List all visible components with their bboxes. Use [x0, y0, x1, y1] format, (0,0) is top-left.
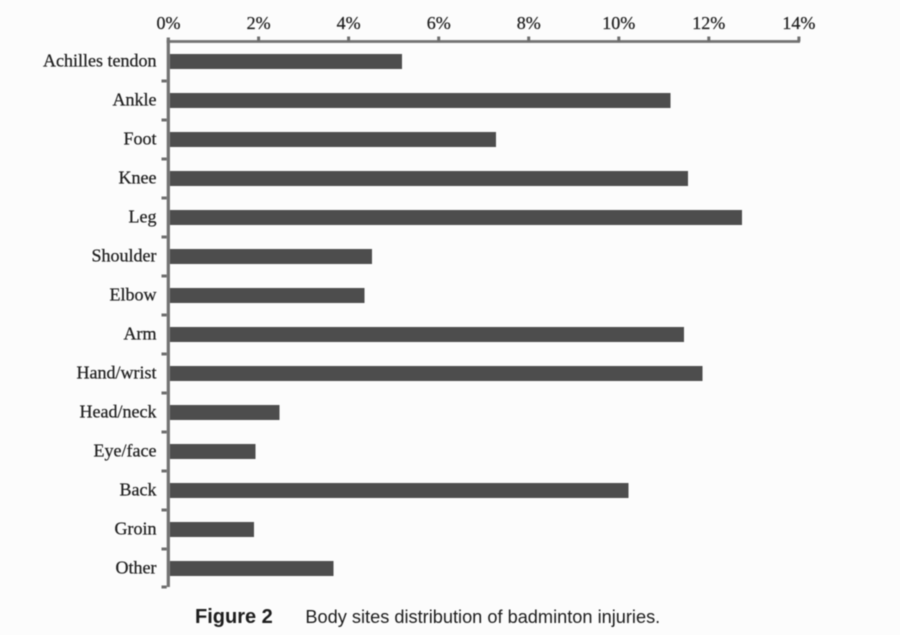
svg-text:2%: 2%	[247, 13, 271, 33]
svg-text:10%: 10%	[602, 13, 635, 33]
svg-text:8%: 8%	[517, 13, 541, 33]
svg-text:14%: 14%	[782, 13, 815, 33]
svg-text:Hand/wrist: Hand/wrist	[77, 363, 157, 383]
svg-text:Other: Other	[116, 558, 157, 578]
svg-text:Knee: Knee	[119, 168, 157, 188]
svg-text:Leg: Leg	[129, 207, 157, 227]
svg-text:Back: Back	[120, 480, 157, 500]
svg-text:Arm: Arm	[124, 324, 157, 344]
svg-text:Head/neck: Head/neck	[80, 402, 157, 422]
svg-text:Ankle: Ankle	[113, 90, 157, 110]
svg-text:Groin: Groin	[115, 519, 157, 539]
svg-text:Shoulder: Shoulder	[92, 246, 157, 266]
svg-text:Figure 2: Figure 2	[195, 606, 273, 628]
svg-text:Elbow: Elbow	[110, 285, 157, 305]
svg-text:12%: 12%	[692, 13, 725, 33]
svg-text:Eye/face: Eye/face	[94, 441, 157, 461]
svg-text:Foot: Foot	[123, 129, 156, 149]
svg-text:0%: 0%	[157, 13, 181, 33]
svg-text:Body sites distribution of bad: Body sites distribution of badminton inj…	[305, 607, 660, 627]
svg-text:Achilles tendon: Achilles tendon	[43, 51, 156, 71]
svg-text:6%: 6%	[427, 13, 451, 33]
svg-text:4%: 4%	[337, 13, 361, 33]
